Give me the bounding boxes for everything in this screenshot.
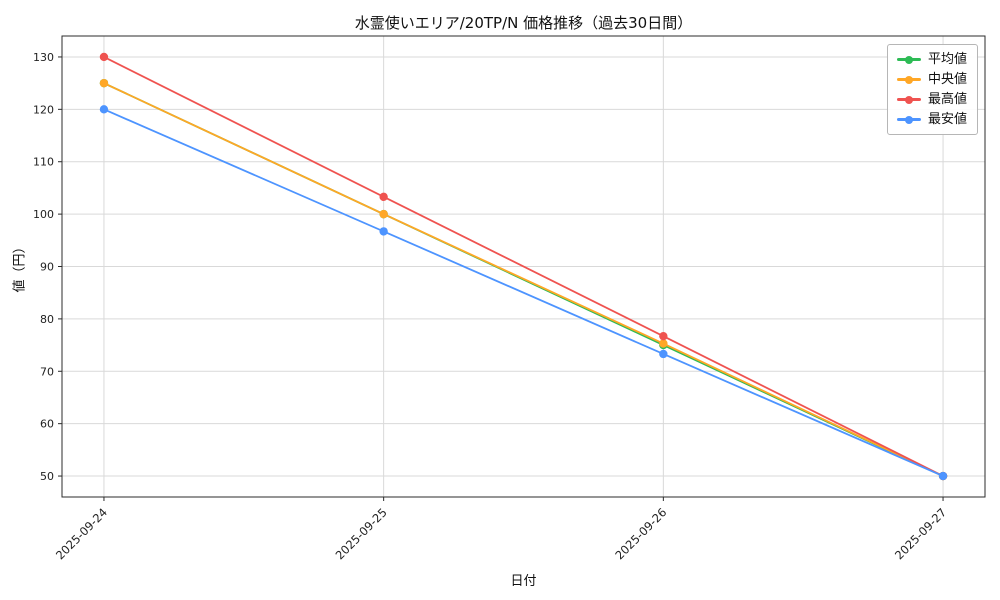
min-line-swatch <box>896 118 921 121</box>
svg-text:100: 100 <box>33 208 54 221</box>
legend-item-max: 最高値 <box>896 92 967 107</box>
legend-label: 最高値 <box>927 92 967 107</box>
svg-text:60: 60 <box>40 418 54 431</box>
svg-text:50: 50 <box>40 470 54 483</box>
svg-text:80: 80 <box>40 313 54 326</box>
max-line-swatch <box>896 98 921 101</box>
legend-label: 最安値 <box>927 112 967 127</box>
svg-text:120: 120 <box>33 103 54 116</box>
svg-text:70: 70 <box>40 365 54 378</box>
average-line-swatch <box>896 58 921 61</box>
svg-text:2025-09-24: 2025-09-24 <box>53 505 110 562</box>
median-line-swatch <box>896 78 921 81</box>
legend-item-median: 中央値 <box>896 72 967 87</box>
svg-text:2025-09-27: 2025-09-27 <box>892 505 949 562</box>
chart-title: 水霊使いエリア/20TP/N 価格推移（過去30日間） <box>354 14 693 32</box>
legend-label: 平均値 <box>927 52 967 67</box>
y-axis-label: 値（円） <box>12 240 28 293</box>
legend: 平均値 中央値 最高値 最安値 <box>886 44 978 135</box>
svg-text:2025-09-25: 2025-09-25 <box>333 505 390 562</box>
x-axis-label: 日付 <box>510 574 537 589</box>
legend-item-min: 最安値 <box>896 112 967 127</box>
svg-text:110: 110 <box>33 156 54 169</box>
legend-label: 中央値 <box>927 72 967 87</box>
svg-text:90: 90 <box>40 261 54 274</box>
svg-text:130: 130 <box>33 51 54 64</box>
legend-item-average: 平均値 <box>896 52 967 67</box>
svg-text:2025-09-26: 2025-09-26 <box>612 505 669 562</box>
